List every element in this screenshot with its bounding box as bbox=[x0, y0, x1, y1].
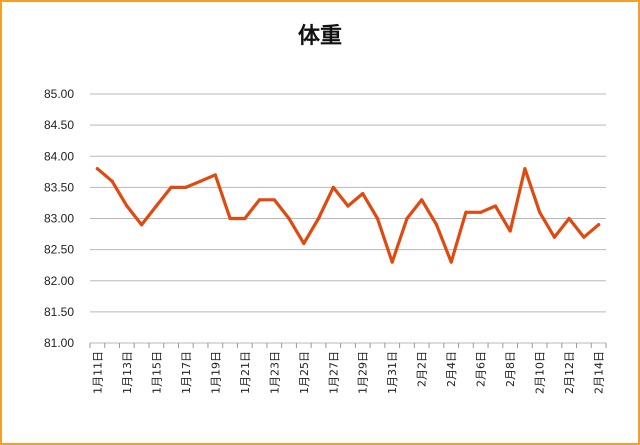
data-point bbox=[316, 216, 321, 221]
x-tick-label: 1月13日 bbox=[121, 351, 134, 394]
data-point bbox=[538, 210, 542, 214]
x-tick-label: 2月8日 bbox=[504, 351, 517, 387]
data-point bbox=[552, 235, 557, 239]
y-tick-label: 82.00 bbox=[44, 274, 74, 288]
data-point bbox=[331, 185, 335, 189]
data-point bbox=[420, 198, 424, 202]
data-point bbox=[95, 167, 99, 171]
data-point bbox=[597, 223, 601, 227]
data-point bbox=[243, 216, 247, 221]
y-tick-label: 83.50 bbox=[44, 180, 74, 194]
data-point bbox=[184, 185, 188, 189]
data-point bbox=[302, 241, 306, 245]
y-tick-label: 85.00 bbox=[44, 87, 74, 101]
x-tick-label: 1月23日 bbox=[268, 351, 281, 394]
data-point bbox=[523, 167, 527, 171]
data-point bbox=[213, 173, 217, 177]
data-point bbox=[449, 260, 453, 264]
y-tick-label: 84.00 bbox=[44, 149, 74, 163]
x-tick-label: 1月11日 bbox=[91, 351, 104, 394]
data-point bbox=[287, 216, 291, 221]
data-point bbox=[390, 260, 394, 264]
y-tick-label: 84.50 bbox=[44, 118, 74, 132]
y-tick-label: 83.00 bbox=[44, 212, 74, 226]
data-point bbox=[582, 235, 586, 239]
data-point bbox=[154, 204, 158, 208]
x-tick-label: 2月6日 bbox=[475, 351, 488, 387]
x-tick-label: 1月29日 bbox=[357, 351, 370, 394]
data-point bbox=[405, 216, 409, 221]
x-tick-label: 2月14日 bbox=[593, 351, 606, 394]
x-axis: 1月11日 1月13日 1月15日 1月17日 1月19日 1月21日 1月23日 1月25日… bbox=[89, 343, 607, 394]
data-point bbox=[140, 223, 144, 227]
data-point bbox=[125, 204, 129, 208]
data-point bbox=[479, 210, 483, 214]
data-point bbox=[110, 179, 114, 183]
series-line bbox=[95, 167, 601, 264]
data-point bbox=[228, 216, 232, 221]
x-tick-label: 2月10日 bbox=[534, 351, 547, 394]
x-tick-label: 2月4日 bbox=[445, 351, 458, 387]
x-tick-label: 1月21日 bbox=[239, 351, 252, 394]
data-point bbox=[346, 204, 350, 208]
data-point bbox=[169, 185, 173, 189]
data-point bbox=[272, 198, 276, 202]
data-point bbox=[434, 223, 439, 227]
gridlines bbox=[90, 93, 606, 344]
chart-title: 体重 bbox=[297, 24, 342, 49]
data-point bbox=[508, 229, 512, 233]
data-point bbox=[375, 216, 380, 221]
x-tick-label: 1月17日 bbox=[180, 351, 193, 394]
x-tick-label: 2月2日 bbox=[416, 351, 429, 387]
y-tick-label: 82.50 bbox=[44, 243, 74, 257]
data-point bbox=[464, 210, 468, 214]
data-point bbox=[257, 198, 262, 202]
x-tick-label: 1月15日 bbox=[150, 351, 163, 394]
x-tick-label: 2月12日 bbox=[563, 351, 576, 394]
y-tick-label: 81.50 bbox=[44, 305, 74, 319]
y-tick-label: 81.00 bbox=[44, 336, 74, 350]
y-axis: 85.00 84.50 84.00 83.50 83.00 82.50 82.00 81.50… bbox=[44, 87, 74, 350]
x-tick-label: 1月31日 bbox=[386, 351, 399, 394]
data-point bbox=[493, 204, 498, 208]
x-tick-label: 1月19日 bbox=[209, 351, 222, 394]
x-tick-label: 1月25日 bbox=[298, 351, 311, 394]
data-point bbox=[361, 192, 365, 196]
data-point bbox=[567, 216, 571, 221]
x-tick-label: 1月27日 bbox=[327, 351, 340, 394]
plot-area bbox=[95, 167, 601, 264]
data-point bbox=[198, 179, 203, 183]
